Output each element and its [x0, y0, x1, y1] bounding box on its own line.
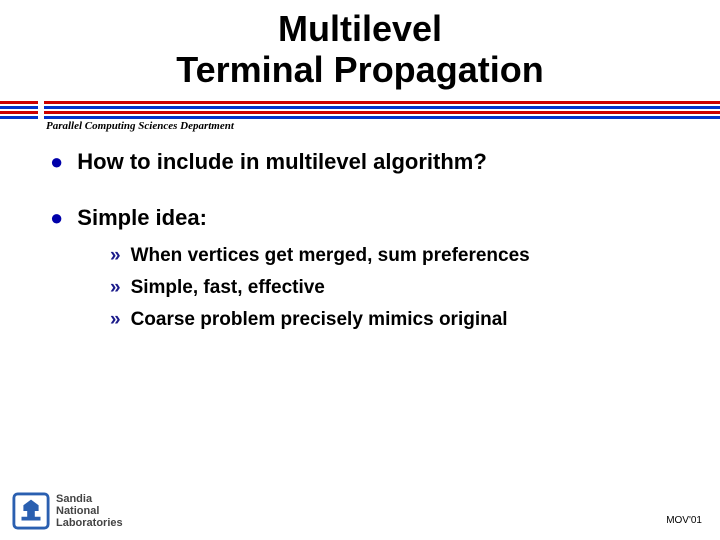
- sub-bullet-list: » When vertices get merged, sum preferen…: [110, 243, 680, 333]
- logo-text: Sandia National Laboratories: [56, 493, 123, 529]
- logo-line-3: Laboratories: [56, 517, 123, 529]
- title-line-1: Multilevel: [278, 8, 442, 49]
- slide-content: ● How to include in multilevel algorithm…: [0, 121, 720, 333]
- sub-bullet-marker-icon: »: [110, 307, 121, 333]
- sub-bullet-text: Simple, fast, effective: [131, 275, 325, 301]
- sub-bullet-item: » Coarse problem precisely mimics origin…: [110, 307, 680, 333]
- sub-bullet-item: » Simple, fast, effective: [110, 275, 680, 301]
- sub-bullet-marker-icon: »: [110, 275, 121, 301]
- bullet-item: ● Simple idea:: [50, 205, 680, 231]
- footer-right-text: MOV'01: [666, 515, 702, 526]
- bullet-marker-icon: ●: [50, 205, 63, 231]
- department-label: Parallel Computing Sciences Department: [42, 120, 238, 132]
- sub-bullet-item: » When vertices get merged, sum preferen…: [110, 243, 680, 269]
- sub-bullet-text: When vertices get merged, sum preference…: [131, 243, 530, 269]
- sandia-logo: Sandia National Laboratories: [12, 492, 123, 530]
- bullet-text: How to include in multilevel algorithm?: [77, 149, 486, 175]
- divider-stripes: [0, 101, 720, 119]
- slide-title: Multilevel Terminal Propagation: [0, 0, 720, 91]
- bullet-item: ● How to include in multilevel algorithm…: [50, 149, 680, 175]
- logo-line-1: Sandia: [56, 493, 123, 505]
- logo-line-2: National: [56, 505, 123, 517]
- bullet-text: Simple idea:: [77, 205, 207, 231]
- bullet-marker-icon: ●: [50, 149, 63, 175]
- title-line-2: Terminal Propagation: [176, 49, 543, 90]
- thunderbird-icon: [12, 492, 50, 530]
- sub-bullet-marker-icon: »: [110, 243, 121, 269]
- sub-bullet-text: Coarse problem precisely mimics original: [131, 307, 508, 333]
